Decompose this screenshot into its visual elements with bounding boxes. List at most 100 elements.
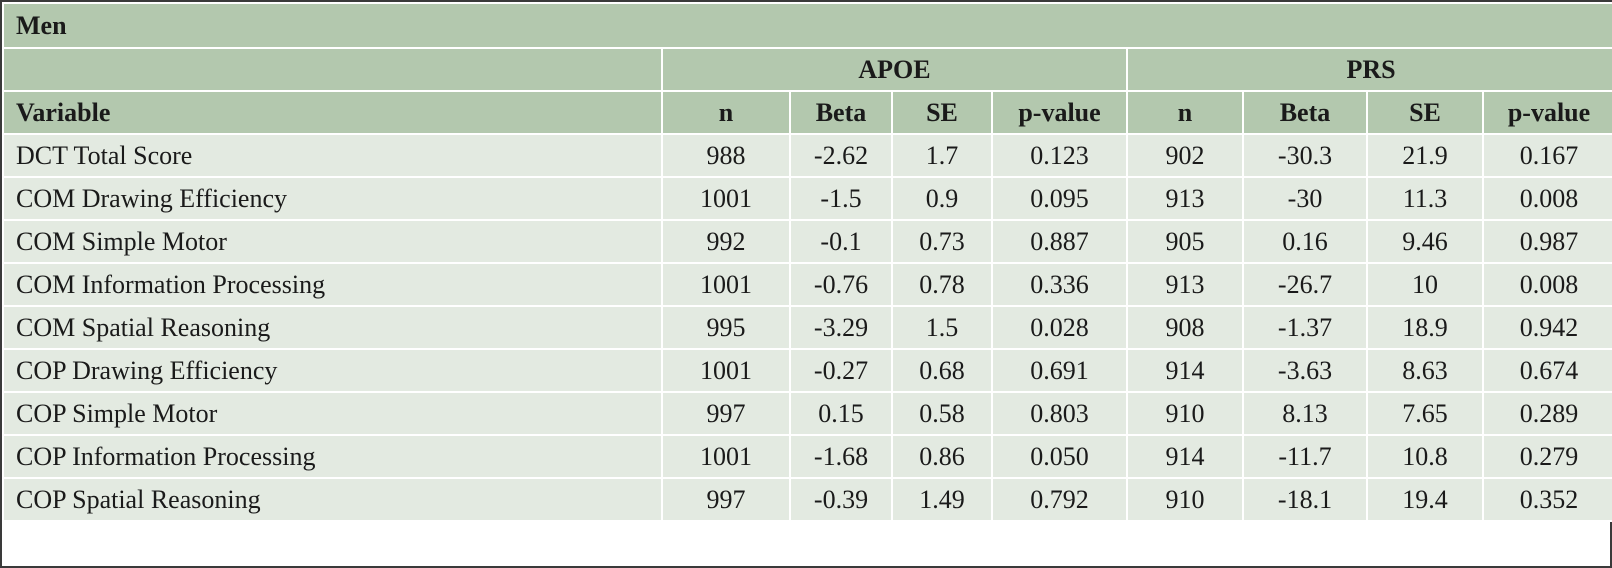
cell-prs-se: 19.4 (1366, 477, 1484, 522)
column-header-apoe-beta: Beta (789, 90, 893, 135)
cell-apoe-p-value: 0.050 (991, 434, 1128, 479)
cell-prs-beta: -30 (1242, 176, 1368, 221)
cell-prs-se: 21.9 (1366, 133, 1484, 178)
cell-apoe-n: 1001 (661, 262, 791, 307)
cell-variable: COM Information Processing (2, 262, 663, 307)
cell-prs-n: 902 (1126, 133, 1244, 178)
column-header-apoe-se: SE (891, 90, 993, 135)
cell-prs-beta: 8.13 (1242, 391, 1368, 436)
cell-apoe-se: 0.86 (891, 434, 993, 479)
cell-apoe-n: 997 (661, 477, 791, 522)
cell-apoe-p-value: 0.336 (991, 262, 1128, 307)
table-row: COP Information Processing 1001 -1.68 0.86 0… (2, 434, 1612, 479)
cell-variable: DCT Total Score (2, 133, 663, 178)
cell-prs-se: 7.65 (1366, 391, 1484, 436)
column-header-prs-n: n (1126, 90, 1244, 135)
cell-apoe-n: 1001 (661, 348, 791, 393)
cell-apoe-beta: -1.5 (789, 176, 893, 221)
group-header-prs: PRS (1125, 47, 1612, 92)
cell-apoe-se: 1.5 (891, 305, 993, 350)
column-header-row: Variable n Beta SE p-value n Beta SE p-v… (2, 90, 1612, 135)
cell-apoe-se: 0.9 (891, 176, 993, 221)
cell-prs-beta: -30.3 (1242, 133, 1368, 178)
cell-prs-p-value: 0.987 (1481, 219, 1612, 264)
cell-prs-n: 905 (1126, 219, 1244, 264)
cell-prs-beta: -18.1 (1242, 477, 1368, 522)
table-row: COP Simple Motor 997 0.15 0.58 0.803 910 8.13 7… (2, 391, 1612, 436)
cell-prs-beta: 0.16 (1242, 219, 1368, 264)
section-row: Men (1, 2, 1612, 49)
cell-prs-se: 11.3 (1366, 176, 1484, 221)
table-row: DCT Total Score 988 -2.62 1.7 0.123 902 -30.3 2… (2, 133, 1612, 178)
column-header-prs-beta: Beta (1242, 90, 1368, 135)
cell-prs-n: 913 (1126, 262, 1244, 307)
table-row: COM Drawing Efficiency 1001 -1.5 0.9 0.095 91… (2, 176, 1612, 221)
cell-variable: COM Drawing Efficiency (2, 176, 663, 221)
section-label: Men (1, 2, 1612, 49)
cell-variable: COP Simple Motor (2, 391, 663, 436)
cell-prs-n: 914 (1126, 434, 1244, 479)
column-header-apoe-n: n (661, 90, 791, 135)
cell-apoe-n: 995 (661, 305, 791, 350)
cell-apoe-beta: -0.27 (789, 348, 893, 393)
cell-apoe-beta: 0.15 (789, 391, 893, 436)
group-header-apoe: APOE (661, 47, 1128, 92)
cell-apoe-p-value: 0.028 (991, 305, 1128, 350)
cell-apoe-se: 1.7 (891, 133, 993, 178)
table-row: COM Information Processing 1001 -0.76 0.78 0… (2, 262, 1612, 307)
cell-apoe-beta: -0.1 (789, 219, 893, 264)
cell-prs-n: 910 (1126, 391, 1244, 436)
cell-apoe-n: 988 (661, 133, 791, 178)
cell-apoe-se: 0.78 (891, 262, 993, 307)
cell-prs-p-value: 0.008 (1481, 176, 1612, 221)
table-row: COM Simple Motor 992 -0.1 0.73 0.887 905 0.16 9… (2, 219, 1612, 264)
cell-prs-n: 910 (1126, 477, 1244, 522)
cell-prs-se: 8.63 (1366, 348, 1484, 393)
cell-prs-p-value: 0.352 (1481, 477, 1612, 522)
cell-variable: COM Simple Motor (2, 219, 663, 264)
cell-apoe-p-value: 0.123 (991, 133, 1128, 178)
column-header-prs-se: SE (1366, 90, 1484, 135)
cell-variable: COP Drawing Efficiency (2, 348, 663, 393)
cell-apoe-se: 0.58 (891, 391, 993, 436)
cell-apoe-beta: -1.68 (789, 434, 893, 479)
cell-apoe-p-value: 0.803 (991, 391, 1128, 436)
cell-variable: COP Spatial Reasoning (2, 477, 663, 522)
cell-prs-se: 9.46 (1366, 219, 1484, 264)
cell-apoe-se: 0.73 (891, 219, 993, 264)
cell-prs-p-value: 0.674 (1481, 348, 1612, 393)
cell-prs-beta: -26.7 (1242, 262, 1368, 307)
table-row: COM Spatial Reasoning 995 -3.29 1.5 0.028 908… (2, 305, 1612, 350)
cell-prs-beta: -3.63 (1242, 348, 1368, 393)
cell-prs-n: 914 (1126, 348, 1244, 393)
cell-apoe-beta: -3.29 (789, 305, 893, 350)
column-header-variable: Variable (2, 90, 663, 135)
cell-apoe-n: 997 (661, 391, 791, 436)
group-header-blank (2, 47, 663, 92)
cell-prs-p-value: 0.279 (1481, 434, 1612, 479)
table-row: COP Drawing Efficiency 1001 -0.27 0.68 0.691… (2, 348, 1612, 393)
cell-apoe-p-value: 0.792 (991, 477, 1128, 522)
cell-prs-beta: -11.7 (1242, 434, 1368, 479)
cell-apoe-p-value: 0.095 (991, 176, 1128, 221)
cell-apoe-p-value: 0.887 (991, 219, 1128, 264)
group-header-row: APOE PRS (2, 47, 1612, 92)
cell-apoe-se: 1.49 (891, 477, 993, 522)
cell-prs-p-value: 0.008 (1481, 262, 1612, 307)
cell-apoe-n: 1001 (661, 176, 791, 221)
cell-apoe-p-value: 0.691 (991, 348, 1128, 393)
cell-apoe-beta: -0.76 (789, 262, 893, 307)
cell-prs-se: 10.8 (1366, 434, 1484, 479)
cell-apoe-se: 0.68 (891, 348, 993, 393)
cell-apoe-beta: -0.39 (789, 477, 893, 522)
cell-apoe-beta: -2.62 (789, 133, 893, 178)
cell-prs-se: 18.9 (1366, 305, 1484, 350)
cell-prs-se: 10 (1366, 262, 1484, 307)
cell-apoe-n: 992 (661, 219, 791, 264)
results-table: Men APOE PRS Variable n Beta SE p-value … (1, 2, 1612, 522)
table-row: COP Spatial Reasoning 997 -0.39 1.49 0.792 91… (2, 477, 1612, 522)
cell-prs-p-value: 0.942 (1481, 305, 1612, 350)
cell-variable: COP Information Processing (2, 434, 663, 479)
cell-variable: COM Spatial Reasoning (2, 305, 663, 350)
